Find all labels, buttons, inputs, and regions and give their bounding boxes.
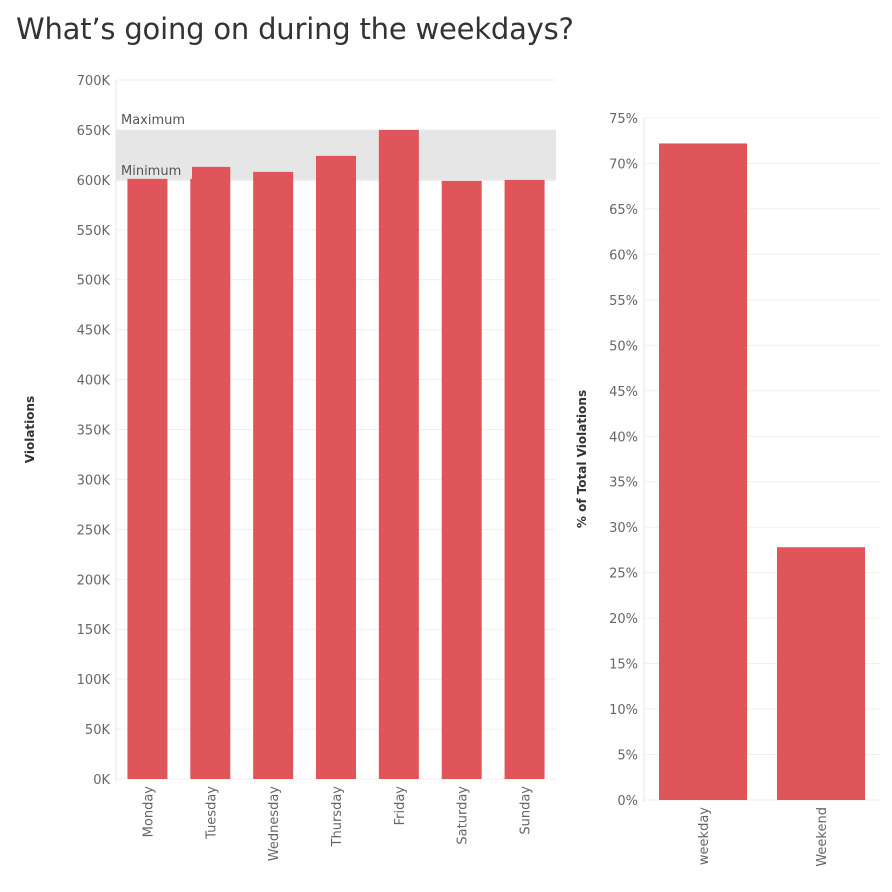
bar-saturday[interactable]: [441, 180, 482, 779]
y-tick-label: 75%: [609, 112, 638, 127]
y-tick-label: 100K: [77, 673, 111, 688]
share-weekday-weekend-chart: 0% 5% 10% 15% 20% 25% 30% 35% 40% 45% 50% 55% 60% 65%…: [575, 112, 880, 867]
violations-by-day-chart: 0K 50K 100K 150K 200K 250K 300K 350K 400K 450K 500…: [23, 74, 556, 861]
y-tick-label: 55%: [609, 294, 638, 309]
reference-band-max-label: Maximum: [121, 113, 185, 128]
y-tick-label: 25%: [609, 567, 638, 582]
y-tick-label: 20%: [609, 612, 638, 627]
y-tick-label: 500K: [77, 274, 111, 289]
reference-band-min-label-bg: [118, 160, 192, 179]
y-tick-label: 650K: [77, 124, 111, 139]
y-tick-label: 350K: [77, 424, 111, 439]
x-tick-label-saturday: Saturday: [456, 786, 471, 845]
x-tick-label-tuesday: Tuesday: [204, 786, 219, 840]
bar-wednesday[interactable]: [253, 171, 294, 779]
y-tick-label: 65%: [609, 203, 638, 218]
y-tick-label: 400K: [77, 374, 111, 389]
y-tick-label: 250K: [77, 523, 111, 538]
x-tick-label-sunday: Sunday: [519, 786, 534, 835]
y-tick-label: 30%: [609, 521, 638, 536]
x-tick-label-friday: Friday: [393, 786, 408, 826]
y-tick-label: 5%: [617, 749, 638, 764]
bar-thursday[interactable]: [316, 155, 356, 780]
y-tick-label: 300K: [77, 473, 111, 488]
y-tick-label: 600K: [77, 174, 111, 189]
bar-weekend[interactable]: [777, 547, 865, 800]
y-tick-label: 0K: [93, 773, 110, 788]
y-axis-title: % of Total Violations: [575, 390, 589, 528]
bar-tuesday[interactable]: [190, 166, 231, 779]
y-tick-label: 50%: [609, 339, 638, 354]
y-axis-title: Violations: [23, 396, 37, 463]
bar-sunday[interactable]: [504, 179, 545, 779]
y-tick-label: 60%: [609, 248, 638, 263]
y-tick-label: 70%: [609, 157, 638, 172]
x-tick-label-wednesday: Wednesday: [267, 786, 282, 862]
y-tick-label: 10%: [609, 703, 638, 718]
y-tick-label: 40%: [609, 430, 638, 445]
page-title: What’s going on during the weekdays?: [16, 12, 574, 46]
bar-weekday[interactable]: [659, 143, 747, 801]
bar-monday[interactable]: [127, 176, 168, 779]
y-tick-label: 700K: [77, 74, 111, 89]
y-tick-label: 35%: [609, 476, 638, 491]
y-tick-label: 0%: [617, 794, 638, 809]
y-tick-label: 45%: [609, 385, 638, 400]
x-tick-label-weekend: Weekend: [815, 807, 830, 867]
y-tick-label: 450K: [77, 324, 111, 339]
y-tick-label: 550K: [77, 224, 111, 239]
reference-band-min-label: Minimum: [121, 164, 181, 179]
x-tick-label-weekday: weekday: [697, 807, 712, 865]
y-tick-label: 50K: [85, 723, 111, 738]
y-tick-label: 150K: [77, 623, 111, 638]
x-tick-label-monday: Monday: [141, 786, 156, 838]
y-tick-label: 15%: [609, 658, 638, 673]
bar-friday[interactable]: [378, 129, 419, 779]
y-tick-label: 200K: [77, 573, 111, 588]
x-tick-label-thursday: Thursday: [330, 786, 345, 848]
